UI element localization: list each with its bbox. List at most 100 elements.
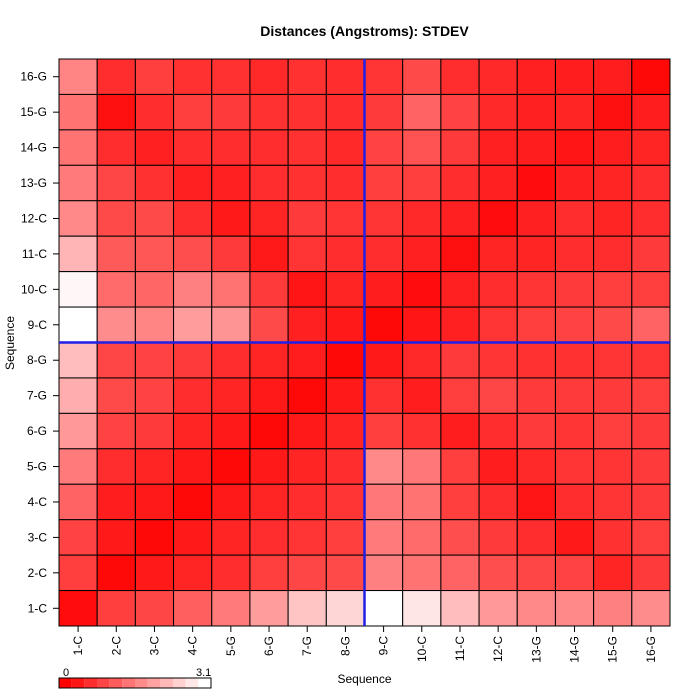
heatmap-cell xyxy=(478,448,518,485)
heatmap-cell xyxy=(440,58,480,95)
heatmap-cell xyxy=(96,93,136,131)
heatmap-cell xyxy=(440,129,480,166)
heatmap-cell xyxy=(287,200,327,237)
heatmap-cell xyxy=(211,519,251,556)
heatmap-cell xyxy=(325,235,365,273)
heatmap-cell xyxy=(249,129,289,166)
heatmap-cell xyxy=(249,58,289,95)
legend-swatch xyxy=(135,678,148,688)
legend-swatch xyxy=(59,678,72,688)
heatmap-cell xyxy=(554,200,595,237)
heatmap-cell xyxy=(402,164,442,202)
y-tick-label: 16-G xyxy=(20,70,47,84)
heatmap-cell xyxy=(478,377,518,414)
heatmap-cell xyxy=(478,271,518,308)
heatmap-cell xyxy=(58,129,98,166)
heatmap-cell xyxy=(554,448,595,485)
heatmap-cell xyxy=(96,412,136,450)
heatmap-cell xyxy=(96,129,136,166)
y-tick-label: 12-C xyxy=(21,211,47,225)
heatmap-cell xyxy=(134,448,175,485)
heatmap-cell xyxy=(478,164,518,202)
heatmap-cell xyxy=(478,483,518,521)
heatmap-cell xyxy=(58,377,98,414)
heatmap-cell xyxy=(211,129,251,166)
heatmap-cell xyxy=(593,342,633,379)
legend-swatch xyxy=(97,678,110,688)
heatmap-cell xyxy=(96,590,136,627)
heatmap-cell xyxy=(364,342,404,379)
heatmap-cell xyxy=(593,377,633,414)
heatmap-cell xyxy=(173,448,213,485)
heatmap-cell xyxy=(211,448,251,485)
heatmap-cell xyxy=(173,306,213,343)
x-tick-label: 1-C xyxy=(71,636,85,656)
heatmap-cell xyxy=(440,342,480,379)
heatmap-cell xyxy=(96,235,136,273)
heatmap-cell xyxy=(211,306,251,343)
heatmap-cell xyxy=(554,377,595,414)
heatmap-cell xyxy=(440,93,480,131)
heatmap-cell xyxy=(173,271,213,308)
heatmap-cell xyxy=(440,306,480,343)
heatmap-cell xyxy=(516,377,556,414)
heatmap-cell xyxy=(134,483,175,521)
heatmap-cell xyxy=(173,129,213,166)
heatmap-cell xyxy=(211,554,251,592)
heatmap-cell xyxy=(402,306,442,343)
heatmap-cell xyxy=(211,483,251,521)
heatmap-cell xyxy=(364,483,404,521)
heatmap-cell xyxy=(134,554,175,592)
heatmap-cell xyxy=(249,93,289,131)
heatmap-cell xyxy=(440,483,480,521)
heatmap-cell xyxy=(96,306,136,343)
y-tick-label: 15-G xyxy=(20,105,47,119)
heatmap-cell xyxy=(593,483,633,521)
heatmap-cell xyxy=(173,412,213,450)
heatmap-cell xyxy=(364,271,404,308)
heatmap-cell xyxy=(364,519,404,556)
heatmap-cell xyxy=(440,590,480,627)
x-tick-label: 5-G xyxy=(224,636,238,656)
heatmap-cell xyxy=(516,164,556,202)
heatmap-cell xyxy=(364,554,404,592)
heatmap-cell xyxy=(516,483,556,521)
x-tick-labels: 1-C 2-C 3-C 4-C 5-G 6-G 7-G 8-G 9-C 10-C 11-C 12-C 1… xyxy=(71,626,658,663)
heatmap-cell xyxy=(554,412,595,450)
heatmap-cell xyxy=(554,129,595,166)
y-tick-label: 7-G xyxy=(27,389,47,403)
heatmap-cell xyxy=(58,448,98,485)
y-tick-label: 3-C xyxy=(28,530,48,544)
heatmap-cell xyxy=(593,412,633,450)
heatmap-cell xyxy=(440,164,480,202)
heatmap-cell xyxy=(325,412,365,450)
heatmap-cell xyxy=(134,93,175,131)
heatmap-cell xyxy=(516,129,556,166)
x-tick-label: 12-C xyxy=(491,636,505,662)
heatmap-cell xyxy=(58,93,98,131)
heatmap-cell xyxy=(96,519,136,556)
heatmap-cell xyxy=(211,93,251,131)
x-tick-label: 15-G xyxy=(606,636,620,663)
y-tick-label: 4-C xyxy=(28,495,48,509)
heatmap-cell xyxy=(134,306,175,343)
heatmap-cell xyxy=(516,412,556,450)
heatmap-cell xyxy=(402,377,442,414)
heatmap-cell xyxy=(364,448,404,485)
heatmap-cell xyxy=(287,58,327,95)
heatmap-cell xyxy=(249,306,289,343)
heatmap-cell xyxy=(211,58,251,95)
heatmap-cell xyxy=(554,590,595,627)
heatmap-cell xyxy=(554,271,595,308)
heatmap-cell xyxy=(249,164,289,202)
heatmap-cell xyxy=(440,200,480,237)
heatmap-cell xyxy=(402,58,442,95)
heatmap-cell xyxy=(249,271,289,308)
y-tick-label: 14-G xyxy=(20,141,47,155)
highlight-lines xyxy=(59,59,670,626)
heatmap-cell xyxy=(249,483,289,521)
heatmap-cell xyxy=(325,483,365,521)
heatmap-cell xyxy=(631,164,671,202)
heatmap-cell xyxy=(478,129,518,166)
